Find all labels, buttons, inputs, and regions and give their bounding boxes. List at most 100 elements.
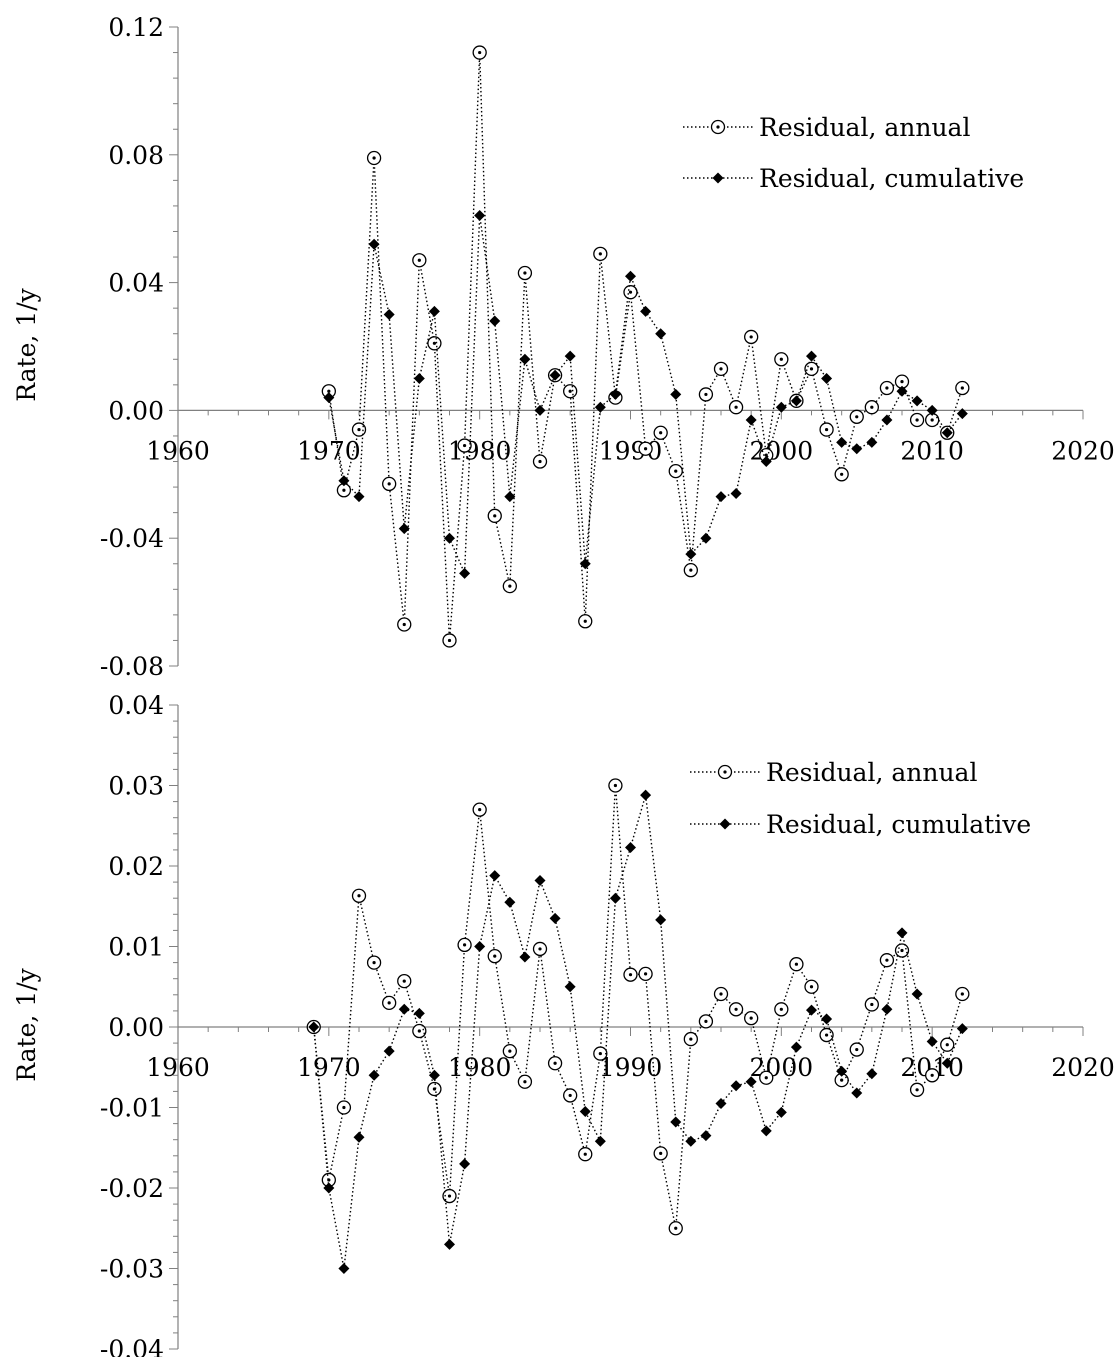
cumulative-point — [625, 841, 636, 853]
annual-point — [804, 361, 819, 377]
annual-point — [668, 1221, 683, 1236]
point-dot — [960, 386, 964, 390]
axes: -0.04 -0.03 -0.02 -0.01 0.00 0.01 0.02 0.03 0.04… — [100, 691, 1115, 1357]
point-dot — [538, 947, 542, 951]
legend-label: Residual, cumulative — [759, 164, 1024, 193]
annual-point — [940, 1037, 955, 1052]
cumulative-point — [413, 372, 425, 384]
point-dot — [900, 948, 904, 953]
annual-point — [397, 617, 412, 632]
series-cumulative — [323, 210, 968, 579]
point-dot — [583, 619, 587, 623]
point-dot — [598, 252, 602, 256]
cumulative-point — [459, 1158, 471, 1170]
y-tick-label: 0.00 — [108, 396, 164, 425]
annual-point — [502, 578, 517, 594]
legend: Residual, annual Residual, cumulative — [683, 113, 1024, 193]
point-dot — [885, 386, 889, 390]
cumulative-point — [625, 270, 636, 282]
y-tick-label: 0.12 — [108, 13, 164, 42]
y-tick-label: 0.04 — [108, 269, 164, 298]
annual-point — [593, 246, 608, 261]
point-dot — [357, 894, 361, 898]
cumulative-point — [353, 491, 365, 503]
cumulative-point — [911, 395, 923, 407]
annual-point — [728, 1002, 744, 1017]
y-tick-label: -0.03 — [100, 1255, 164, 1284]
annual-point — [427, 1081, 442, 1097]
series-cumulative — [308, 789, 968, 1274]
y-axis-label: Rate, 1/y — [12, 967, 41, 1081]
cumulative-point — [308, 1021, 320, 1033]
annual-point — [955, 380, 970, 396]
point-dot — [779, 357, 783, 361]
cumulative-point — [368, 238, 380, 250]
cumulative-point — [715, 1097, 727, 1109]
annual-point — [638, 966, 653, 982]
point-dot — [659, 1151, 663, 1155]
point-dot — [553, 1061, 557, 1065]
annual-point — [894, 943, 910, 958]
point-dot — [613, 783, 618, 788]
cumulative-point — [474, 941, 486, 952]
annual-point — [608, 778, 623, 793]
cumulative-point — [398, 1003, 410, 1015]
cumulative-point — [712, 172, 724, 184]
point-dot — [493, 514, 497, 518]
point-dot — [402, 979, 406, 983]
point-dot — [447, 1194, 452, 1198]
annual-point — [894, 374, 910, 389]
annual-point — [366, 150, 382, 166]
point-dot — [716, 125, 720, 129]
cumulative-point — [383, 309, 395, 321]
legend-label: Residual, annual — [766, 758, 977, 787]
annual-point — [804, 979, 819, 994]
cumulative-point — [926, 1035, 938, 1047]
point-dot — [659, 431, 663, 435]
annual-point — [578, 614, 593, 629]
point-dot — [447, 638, 452, 643]
cumulative-point — [444, 532, 455, 544]
cumulative-point — [640, 789, 652, 801]
cumulative-point — [323, 392, 335, 404]
x-tick-label: 1990 — [599, 436, 663, 465]
x-tick-label: 1960 — [146, 1053, 210, 1082]
point-dot — [824, 1033, 829, 1037]
annual-point — [517, 265, 533, 281]
x-tick-label: 1980 — [448, 436, 512, 465]
annual-point — [457, 438, 472, 453]
point-dot — [417, 258, 421, 262]
cumulative-point — [549, 912, 561, 924]
cumulative-point — [911, 988, 923, 1000]
annual-point — [909, 412, 925, 428]
chart-bottom: -0.04 -0.03 -0.02 -0.01 0.00 0.01 0.02 0.03 0.04… — [12, 691, 1115, 1357]
annual-point — [457, 937, 472, 953]
cumulative-point — [941, 427, 953, 439]
annual-point — [653, 1146, 668, 1161]
cumulative-point — [655, 914, 667, 926]
point-dot — [704, 392, 708, 397]
cumulative-point — [609, 388, 621, 400]
point-dot — [960, 992, 964, 996]
y-tick-label: -0.08 — [100, 652, 164, 681]
point-dot — [628, 290, 633, 294]
cumulative-point — [881, 1003, 893, 1015]
annual-point — [879, 380, 895, 396]
point-dot — [900, 380, 904, 384]
annual-point — [713, 986, 729, 1002]
x-tick-label: 2000 — [750, 1053, 814, 1082]
cumulative-point — [790, 1041, 802, 1053]
point-dot — [945, 1043, 949, 1047]
point-dot — [372, 156, 376, 160]
point-dot — [493, 954, 497, 958]
cumulative-point — [564, 350, 576, 362]
point-dot — [327, 389, 331, 393]
point-dot — [417, 1029, 421, 1033]
point-dot — [643, 447, 648, 451]
point-dot — [508, 584, 512, 588]
point-dot — [568, 389, 572, 393]
point-dot — [855, 1047, 859, 1052]
cumulative-point — [851, 443, 863, 455]
cumulative-point — [594, 1135, 606, 1147]
